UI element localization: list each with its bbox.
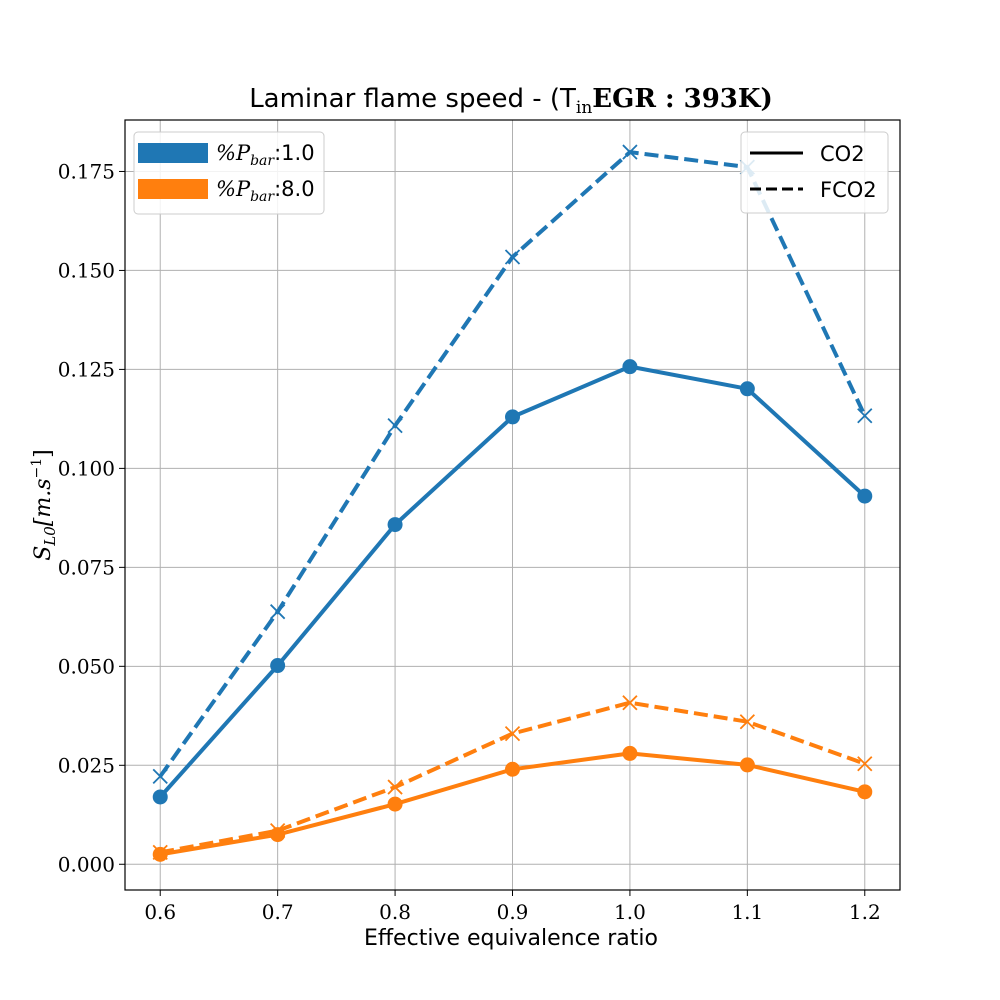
x-tick-label: 0.6: [144, 900, 176, 924]
legend-swatch-pressure-1: [138, 143, 208, 163]
data-point: [504, 249, 521, 265]
x-tick-label: 1.0: [614, 900, 646, 924]
legend-gas: CO2 FCO2: [740, 131, 889, 214]
legend-label-pressure-1: %Pbar:1.0: [216, 141, 315, 169]
legend-swatch-pressure-8: [138, 179, 208, 199]
grid: [125, 120, 900, 890]
data-point: [387, 417, 403, 434]
data-point: [857, 784, 873, 800]
data-point: [739, 714, 755, 730]
y-tick-label: 0.100: [58, 456, 115, 480]
y-tick-label: 0.125: [58, 357, 115, 381]
data-point: [622, 359, 638, 375]
y-tick-label: 0.150: [58, 258, 115, 282]
chart-title: Laminar flame speed - (TinEGR : 393K): [249, 84, 773, 118]
legend-label-co2: CO2: [820, 142, 865, 166]
data-point: [505, 761, 520, 777]
x-tick-label: 0.9: [497, 900, 529, 924]
x-tick-label: 1.1: [731, 900, 763, 924]
data-point: [270, 604, 286, 620]
y-tick-label: 0.050: [58, 654, 115, 678]
data-point: [387, 796, 403, 812]
y-axis-title: SL0[m.s−1]: [29, 449, 59, 561]
y-tick-label: 0.075: [58, 555, 115, 579]
data-point: [857, 756, 873, 772]
data-point: [152, 768, 168, 785]
data-point: [622, 695, 638, 711]
x-tick-label: 1.2: [849, 900, 881, 924]
legend-label-fco2: FCO2: [820, 178, 877, 202]
x-tick-label: 0.8: [379, 900, 411, 924]
series-p8.0-fco2: [152, 695, 873, 861]
data-point: [739, 381, 755, 397]
series-p1.0-co2: [152, 359, 873, 805]
y-tick-label: 0.175: [58, 159, 115, 183]
legend-pressure: %Pbar:1.0 %Pbar:8.0: [133, 131, 325, 215]
data-point: [622, 745, 638, 761]
series-p8.0-co2: [152, 745, 873, 862]
data-point: [622, 144, 638, 160]
y-tick-label: 0.000: [58, 852, 115, 876]
data-point: [504, 725, 521, 742]
legend-label-pressure-8: %Pbar:8.0: [216, 177, 315, 205]
data-point: [739, 757, 755, 773]
data-point: [505, 409, 520, 425]
data-point: [270, 822, 286, 839]
data-point: [387, 779, 403, 795]
y-tick-label: 0.025: [58, 753, 115, 777]
data-point: [857, 488, 873, 504]
x-tick-label: 0.7: [262, 900, 294, 924]
data-point: [152, 789, 168, 805]
data-point: [270, 658, 286, 674]
data-point: [857, 408, 873, 424]
data-point: [387, 517, 403, 533]
ticks: 0.6 0.7 0.8 0.9 1.0 1.1 1.2 0.000 0.025 0.050 0.07…: [58, 159, 881, 924]
data-point: [152, 844, 168, 861]
x-axis-title: Effective equivalence ratio: [364, 926, 658, 951]
data-point: [152, 846, 168, 862]
